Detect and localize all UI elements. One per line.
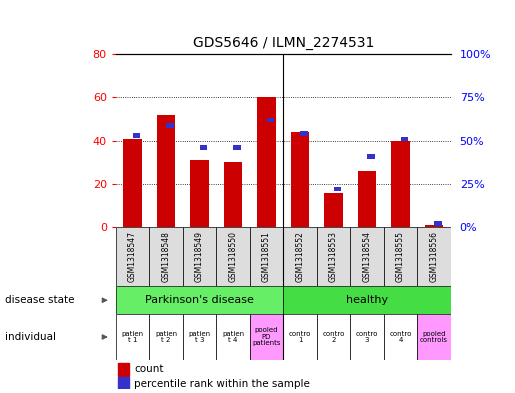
- Text: pooled
controls: pooled controls: [420, 331, 448, 343]
- Bar: [434, 221, 441, 226]
- Bar: [401, 137, 408, 141]
- Bar: [191, 160, 209, 227]
- Text: disease state: disease state: [5, 295, 75, 305]
- Text: GSM1318550: GSM1318550: [229, 231, 237, 282]
- Text: GSM1318549: GSM1318549: [195, 231, 204, 282]
- Bar: [250, 227, 283, 286]
- Text: patien
t 3: patien t 3: [188, 331, 211, 343]
- Bar: [283, 314, 317, 360]
- Bar: [391, 141, 409, 227]
- Text: contro
2: contro 2: [322, 331, 345, 343]
- Bar: [384, 227, 417, 286]
- Text: GSM1318555: GSM1318555: [396, 231, 405, 282]
- Bar: [117, 377, 129, 391]
- Text: GSM1318552: GSM1318552: [296, 231, 304, 282]
- Bar: [267, 118, 274, 122]
- Bar: [117, 362, 129, 376]
- Bar: [149, 314, 183, 360]
- Bar: [358, 171, 376, 227]
- Bar: [124, 138, 142, 227]
- Text: patien
t 2: patien t 2: [155, 331, 177, 343]
- Bar: [300, 131, 307, 136]
- Bar: [283, 227, 317, 286]
- Bar: [425, 225, 443, 227]
- Bar: [324, 193, 342, 227]
- Title: GDS5646 / ILMN_2274531: GDS5646 / ILMN_2274531: [193, 37, 374, 50]
- Bar: [157, 115, 175, 227]
- Bar: [384, 314, 417, 360]
- Bar: [350, 227, 384, 286]
- Text: patien
t 4: patien t 4: [222, 331, 244, 343]
- Bar: [291, 132, 309, 227]
- Text: contro
4: contro 4: [389, 331, 411, 343]
- Bar: [116, 227, 149, 286]
- Text: Parkinson's disease: Parkinson's disease: [145, 295, 254, 305]
- Bar: [317, 314, 350, 360]
- Bar: [250, 314, 283, 360]
- Bar: [166, 123, 174, 127]
- Text: percentile rank within the sample: percentile rank within the sample: [134, 379, 310, 389]
- Text: individual: individual: [5, 332, 56, 342]
- Bar: [133, 133, 140, 138]
- Text: GSM1318548: GSM1318548: [162, 231, 170, 282]
- Text: healthy: healthy: [346, 295, 388, 305]
- Bar: [367, 154, 374, 159]
- Bar: [183, 227, 216, 286]
- Bar: [116, 286, 283, 314]
- Bar: [350, 314, 384, 360]
- Bar: [317, 227, 350, 286]
- Text: GSM1318554: GSM1318554: [363, 231, 371, 282]
- Bar: [233, 145, 241, 150]
- Text: count: count: [134, 364, 164, 374]
- Text: GSM1318547: GSM1318547: [128, 231, 137, 282]
- Bar: [417, 314, 451, 360]
- Bar: [183, 314, 216, 360]
- Bar: [283, 286, 451, 314]
- Text: GSM1318556: GSM1318556: [430, 231, 438, 282]
- Bar: [417, 227, 451, 286]
- Text: contro
1: contro 1: [289, 331, 311, 343]
- Text: contro
3: contro 3: [356, 331, 378, 343]
- Text: pooled
PD
patients: pooled PD patients: [252, 327, 281, 347]
- Text: patien
t 1: patien t 1: [122, 331, 144, 343]
- Bar: [216, 227, 250, 286]
- Bar: [149, 227, 183, 286]
- Bar: [258, 97, 276, 227]
- Bar: [334, 187, 341, 191]
- Text: GSM1318551: GSM1318551: [262, 231, 271, 282]
- Text: GSM1318553: GSM1318553: [329, 231, 338, 282]
- Bar: [200, 145, 207, 150]
- Bar: [116, 314, 149, 360]
- Bar: [224, 162, 242, 227]
- Bar: [216, 314, 250, 360]
